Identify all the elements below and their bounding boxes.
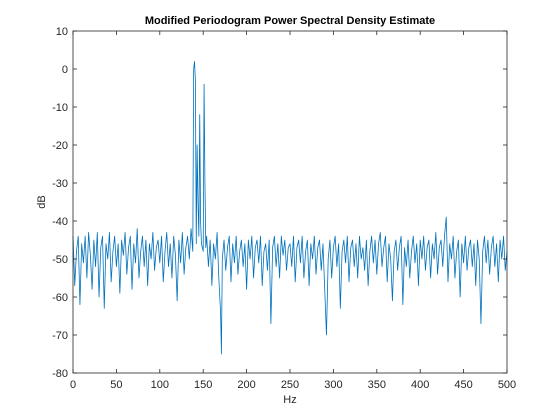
y-tick-label-5: -40 — [52, 216, 68, 228]
y-tick-label-0: 10 — [56, 26, 68, 38]
y-tick-label-2: -10 — [52, 102, 68, 114]
x-tick-label-8: 400 — [411, 379, 429, 391]
x-tick-label-9: 450 — [454, 379, 472, 391]
x-tick-label-3: 150 — [194, 379, 212, 391]
y-axis-label: dB — [36, 195, 48, 208]
x-tick-label-0: 0 — [70, 379, 76, 391]
x-tick-label-10: 500 — [498, 379, 516, 391]
y-tick-label-6: -50 — [52, 254, 68, 266]
x-tick-label-1: 50 — [110, 379, 122, 391]
y-tick-label-9: -80 — [52, 368, 68, 380]
x-tick-label-7: 350 — [368, 379, 386, 391]
axis-ticks: 0 50 100 150 200 250 300 350 400 450 500100-10-20-… — [52, 26, 516, 391]
y-tick-label-8: -70 — [52, 330, 68, 342]
psd-series-line — [72, 61, 508, 355]
y-tick-label-7: -60 — [52, 292, 68, 304]
y-tick-label-1: 0 — [62, 64, 68, 76]
plot-area — [73, 31, 507, 373]
y-tick-label-4: -30 — [52, 178, 68, 190]
x-tick-label-2: 100 — [151, 379, 169, 391]
plot-frame — [72, 30, 508, 374]
x-axis-label: Hz — [283, 394, 296, 406]
y-tick-label-3: -20 — [52, 140, 68, 152]
x-tick-label-5: 250 — [281, 379, 299, 391]
x-tick-label-6: 300 — [324, 379, 342, 391]
chart-title: Modified Periodogram Power Spectral Dens… — [145, 15, 435, 27]
x-tick-label-4: 200 — [237, 379, 255, 391]
